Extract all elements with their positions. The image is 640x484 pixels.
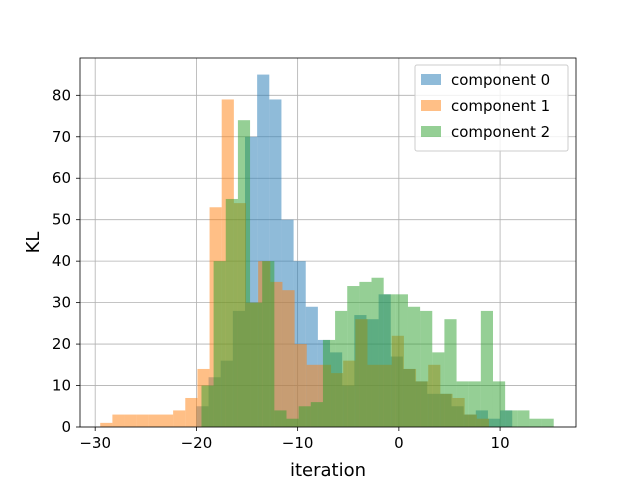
y-tick-label: 60 [52, 169, 71, 187]
y-tick-label: 50 [52, 211, 71, 229]
histogram-bar [492, 381, 506, 427]
legend-label: component 0 [451, 71, 550, 89]
histogram-bar [456, 381, 469, 427]
histogram-bar [136, 414, 149, 427]
histogram-bar [100, 422, 113, 427]
histogram-bar [541, 418, 554, 427]
histogram-bar [468, 381, 481, 427]
histogram-bar [395, 294, 408, 427]
histogram-bar [250, 302, 263, 427]
histogram-bar [529, 418, 542, 427]
histogram-bar [225, 198, 238, 427]
y-tick-label: 10 [52, 377, 71, 395]
legend-swatch [421, 126, 441, 137]
histogram-bar [148, 414, 161, 427]
histogram-bar [383, 294, 396, 427]
histogram-bar [322, 339, 336, 427]
histogram-bar [371, 277, 384, 427]
x-tick-label: −30 [79, 434, 111, 452]
histogram-bar [420, 310, 433, 427]
histogram-bar [480, 310, 493, 427]
histogram-bar [237, 120, 251, 427]
legend-label: component 1 [451, 97, 550, 115]
y-tick-label: 70 [52, 128, 71, 146]
legend: component 0 component 1 component 2 [414, 64, 569, 152]
histogram-bar [160, 414, 174, 427]
axis-ticks: −30 −20 −10 0 10 0 10 20 30 40 50 60 70 80 [52, 86, 510, 452]
histogram-bar [407, 306, 421, 427]
y-tick-label: 40 [52, 252, 71, 270]
grid-lines [80, 58, 576, 428]
histogram-bar [124, 414, 137, 427]
histogram-bar [274, 410, 287, 427]
histogram-bar [185, 397, 198, 427]
histogram-bar [505, 410, 518, 427]
histogram-bar [213, 261, 226, 427]
legend-box [414, 64, 569, 152]
histogram-bar [444, 319, 457, 427]
legend-swatch [421, 74, 441, 85]
histogram-bar [286, 418, 299, 427]
plot-frame [79, 57, 577, 428]
legend-label: component 2 [451, 123, 550, 141]
histogram-bar [335, 310, 348, 427]
histogram-bar [262, 261, 275, 427]
y-tick-label: 20 [52, 335, 71, 353]
x-axis-label: iteration [290, 460, 366, 480]
y-tick-label: 80 [52, 86, 71, 104]
histogram-bar [432, 352, 445, 427]
y-tick-label: 30 [52, 294, 71, 312]
histogram-bar [282, 290, 295, 427]
x-tick-label: −10 [282, 434, 314, 452]
x-tick-label: 0 [394, 434, 404, 452]
histogram-bar [359, 281, 372, 427]
histogram-bar [517, 410, 530, 427]
histogram-bar [112, 414, 125, 427]
y-tick-label: 0 [61, 418, 71, 436]
series-component-2 [201, 120, 554, 427]
histogram-bars [100, 74, 554, 428]
histogram-bar [347, 286, 360, 427]
histogram-bar [173, 410, 186, 427]
x-tick-label: 10 [491, 434, 510, 452]
histogram-bar [201, 385, 214, 427]
legend-swatch [421, 100, 441, 111]
x-tick-label: −20 [181, 434, 213, 452]
y-axis-label: KL [23, 232, 44, 254]
histogram-bar [310, 402, 323, 427]
histogram-bar [298, 406, 311, 427]
